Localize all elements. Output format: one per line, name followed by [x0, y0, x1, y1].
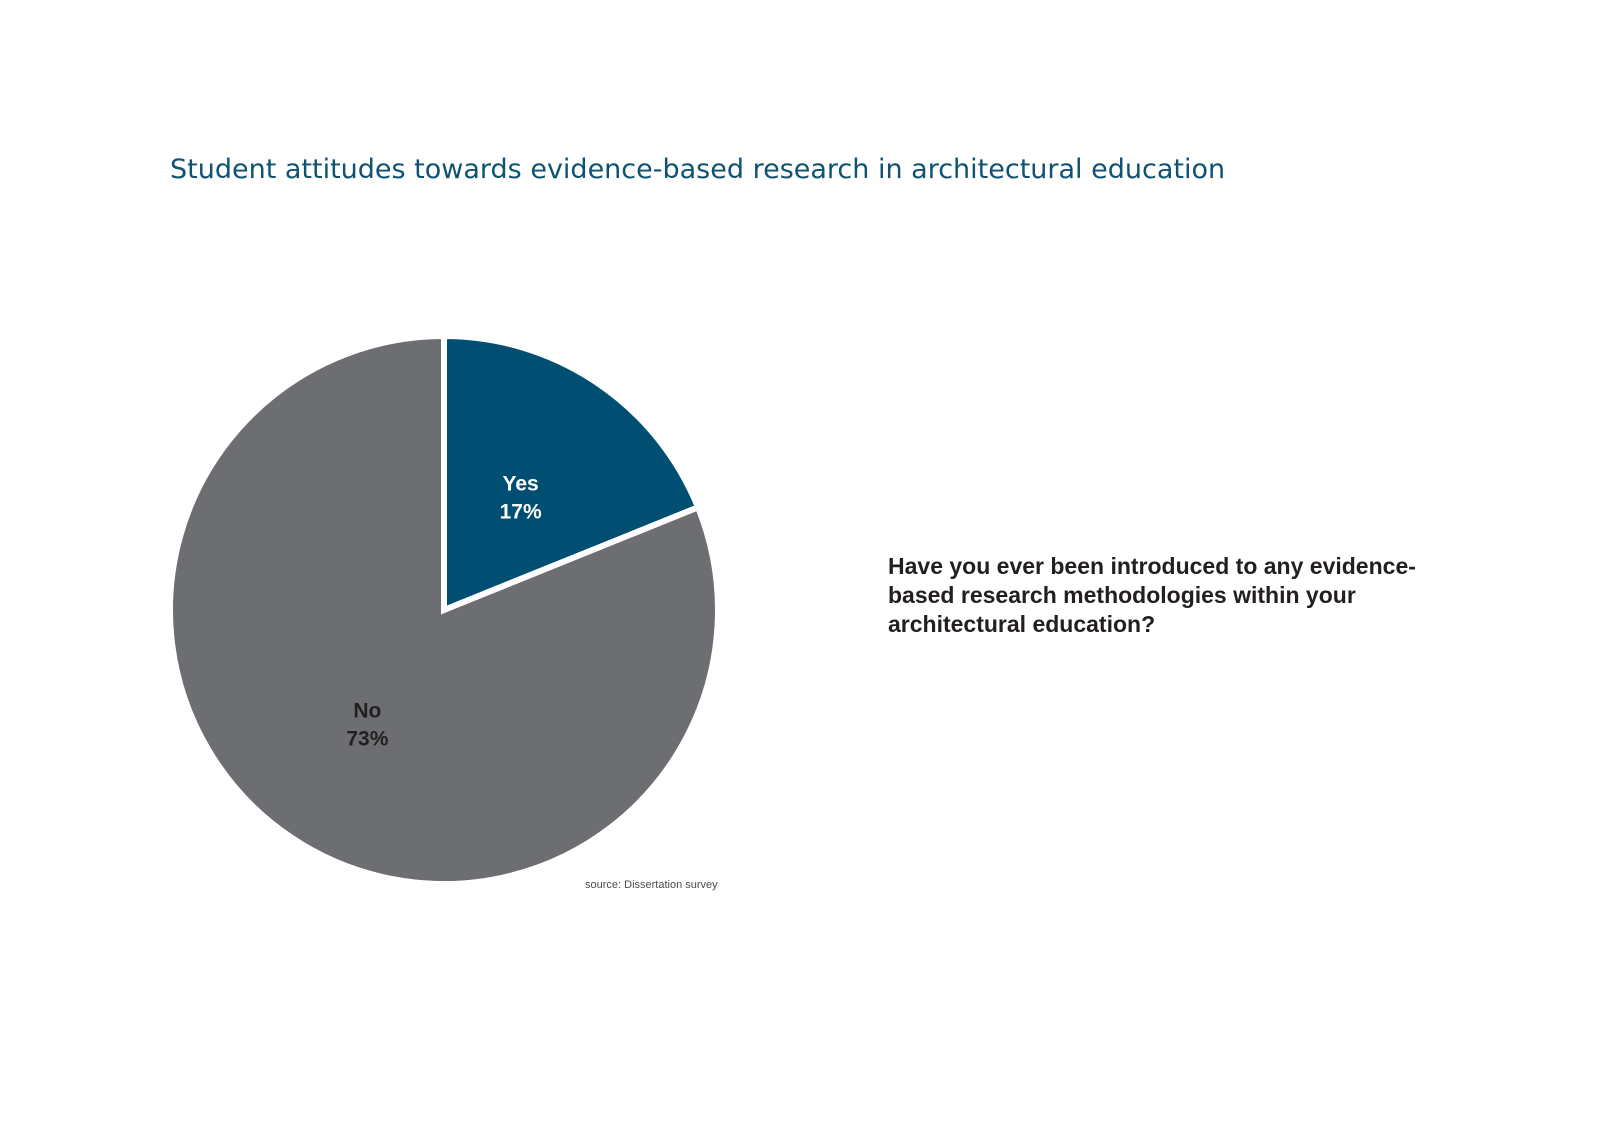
slice-value-label: 17%: [500, 500, 542, 523]
slice-label: No: [353, 700, 381, 723]
source-note: source: Dissertation survey: [585, 879, 718, 891]
question-text: Have you ever been introduced to any evi…: [888, 553, 1416, 637]
chart-title: Student attitudes towards evidence-based…: [170, 154, 1225, 185]
pie-slice: [441, 332, 702, 615]
slice-label: Yes: [503, 472, 539, 495]
pie-slice: [167, 332, 721, 887]
slice-value-label: 73%: [346, 728, 388, 751]
